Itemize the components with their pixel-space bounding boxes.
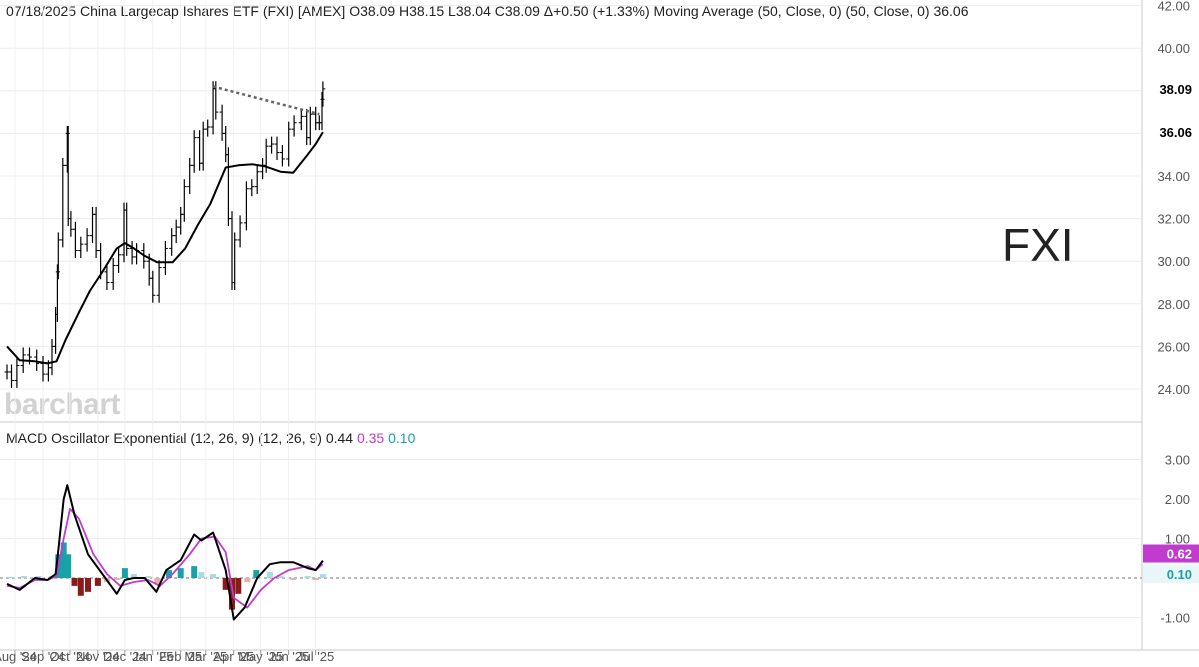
signal-value-tag-bg <box>1143 544 1199 563</box>
price-tick-label: 24.00 <box>1157 382 1190 397</box>
histogram-bar <box>71 578 78 586</box>
hist-value-tag: 0.10 <box>1167 567 1192 582</box>
time-tick-label: Feb '25 <box>159 649 202 664</box>
histogram-bar <box>7 576 14 578</box>
histogram-bar <box>154 578 161 584</box>
histogram-bar <box>198 572 205 578</box>
histogram-bar <box>113 578 120 580</box>
histogram-bar <box>235 578 242 594</box>
histogram-bar <box>229 578 235 610</box>
hist-value: 0.10 <box>388 430 416 446</box>
macd-value: 0.44 <box>325 430 354 446</box>
time-tick-label: Jun '25 <box>268 649 310 664</box>
histogram-bar <box>35 576 42 578</box>
signal-value: 0.35 <box>356 430 385 446</box>
histogram-bar <box>77 578 84 596</box>
price-tick-label: 34.00 <box>1157 169 1190 184</box>
macd-tick-label: 2.00 <box>1165 492 1190 507</box>
histogram-bar <box>130 574 137 578</box>
histogram-bar <box>244 578 251 582</box>
resistance-trendline <box>212 85 320 116</box>
header-change: Δ+0.50 (+1.33%) <box>543 3 650 19</box>
price-tick-label: 42.00 <box>1157 0 1190 14</box>
macd-tick-label: 3.00 <box>1165 453 1190 468</box>
macd-params: (12, 26, 9) <box>258 430 322 446</box>
macd-label: MACD Oscillator Exponential (12, 26, 9) <box>6 430 255 446</box>
time-tick-label: Mar '25 <box>184 649 227 664</box>
macd-layer <box>6 484 326 621</box>
histogram-bar <box>312 578 319 580</box>
header-ma-label: Moving Average (50, Close, 0) <box>653 3 842 19</box>
histogram-bar <box>319 574 326 578</box>
moving-average-line <box>6 131 324 365</box>
price-tick-label: 28.00 <box>1157 297 1190 312</box>
barchart-watermark-logo: barchart <box>4 388 121 421</box>
ma-value-tag: 36.06 <box>1159 125 1192 140</box>
time-tick-label: Dec '24 <box>103 649 147 664</box>
price-tick-label: 26.00 <box>1157 339 1190 354</box>
signal-line <box>6 508 324 609</box>
macd-line <box>6 484 324 621</box>
time-tick-label: Aug '24 <box>0 649 37 664</box>
histogram-bar <box>21 576 28 578</box>
time-tick-label: Oct '24 <box>50 649 91 664</box>
histogram-bar <box>266 572 273 578</box>
time-tick-label: Apr '25 <box>213 649 254 664</box>
header-ohlc: O38.09 H38.15 L38.04 C38.09 <box>349 3 540 19</box>
histogram-bar <box>94 578 101 586</box>
last-price-tag: 38.09 <box>1159 82 1192 97</box>
macd-header: MACD Oscillator Exponential (12, 26, 9) … <box>6 430 415 446</box>
price-layer <box>4 81 326 388</box>
histogram-bar <box>65 554 72 578</box>
histogram-bar <box>177 568 184 578</box>
histogram-bar <box>145 576 152 578</box>
histogram-bar <box>253 570 260 578</box>
histogram-bar <box>210 574 217 578</box>
macd-tick-label: -1.00 <box>1160 611 1190 626</box>
histogram-bar <box>290 578 297 580</box>
symbol-label: FXI <box>1002 219 1074 271</box>
histogram-bar <box>191 566 198 578</box>
header-date: 07/18/2025 <box>6 3 77 19</box>
time-tick-label: Jul '25 <box>297 649 334 664</box>
last-price-tag-bg <box>1143 79 1199 98</box>
histogram-bar <box>222 578 229 590</box>
macd-tick-label: 1.00 <box>1165 532 1190 547</box>
histogram-bar <box>121 568 128 578</box>
histogram-bar <box>166 570 172 578</box>
header-name: China Largecap Ishares ETF (FXI) [AMEX] <box>79 3 346 19</box>
price-tick-label: 40.00 <box>1157 41 1190 56</box>
histogram-bar <box>304 576 311 578</box>
signal-value-tag: 0.62 <box>1167 547 1192 562</box>
histogram-bar <box>60 542 67 578</box>
histogram-bar <box>277 576 284 578</box>
histogram-bar <box>85 578 91 592</box>
header-ma-value: (50, Close, 0) 36.06 <box>845 3 969 19</box>
price-header: 07/18/2025 China Largecap Ishares ETF (F… <box>6 3 968 19</box>
price-tick-label: 30.00 <box>1157 254 1190 269</box>
time-tick-label: Sep '24 <box>21 649 65 664</box>
time-tick-label: Jan '25 <box>132 649 174 664</box>
grid-layer <box>0 0 1199 651</box>
ma-value-tag-bg <box>1143 123 1199 142</box>
price-tick-label: 32.00 <box>1157 212 1190 227</box>
time-tick-label: May '25 <box>238 649 283 664</box>
hist-value-tag-bg <box>1143 565 1199 584</box>
time-tick-label: Nov '24 <box>76 649 120 664</box>
